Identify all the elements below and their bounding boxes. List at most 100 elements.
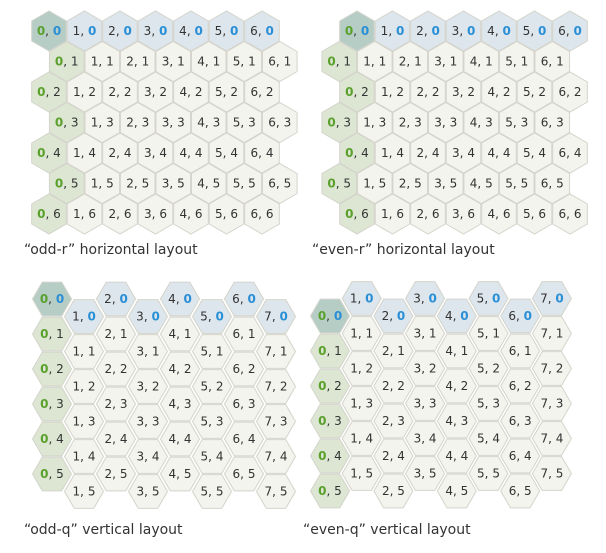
hex-coord-label: 6, 1: [541, 55, 564, 69]
hex-cell: 1, 1: [341, 316, 382, 351]
hex-cell-shape: [373, 438, 414, 474]
hex-coord-label: 4, 1: [197, 55, 220, 69]
hex-cell: 5, 1: [498, 40, 535, 83]
hex-cell: 4, 4: [159, 421, 201, 457]
hex-cell-shape: [102, 71, 138, 113]
hex-cell: 3, 2: [137, 71, 174, 113]
hex-cell: 2, 3: [95, 386, 137, 422]
hex-cell: 1, 4: [66, 132, 103, 174]
hex-coord-label: 7, 3: [265, 415, 288, 429]
hex-coord-label: 2, 4: [109, 146, 132, 160]
hex-coord-label: 3, 2: [452, 85, 475, 99]
hex-coord-label: 4, 3: [470, 116, 493, 130]
hex-cell: 0, 2: [31, 351, 73, 387]
hex-cell-shape: [552, 193, 588, 235]
hex-cell-shape: [223, 351, 265, 387]
hex-cell: 4, 5: [190, 162, 227, 205]
hex-coord-label: 1, 0: [73, 24, 97, 38]
hex-cell: 6, 2: [552, 71, 588, 113]
hex-cell-shape: [190, 101, 227, 144]
hex-coord-label: 1, 1: [350, 327, 373, 341]
hex-cell-shape: [137, 10, 174, 52]
hex-cell-shape: [410, 10, 446, 52]
hex-coord-label: 1, 4: [381, 146, 404, 160]
hex-cell-shape: [498, 40, 535, 83]
hex-cell-shape: [481, 193, 517, 235]
hex-coord-label: 4, 5: [197, 177, 220, 191]
hex-cell: 6, 4: [552, 132, 588, 174]
hex-cell: 0, 3: [48, 101, 85, 144]
hex-cell-shape: [127, 334, 169, 369]
hex-coord-label: 2, 2: [382, 379, 405, 393]
hex-cell-shape: [31, 281, 73, 317]
hex-coord-label: 4, 4: [488, 146, 511, 160]
hex-cell: 0, 2: [31, 71, 67, 113]
hex-cell-shape: [63, 299, 105, 334]
hex-coord-label: 2, 4: [417, 146, 440, 160]
hex-coord-label: 2, 1: [382, 344, 405, 358]
hex-coord-label: 1, 2: [350, 362, 373, 376]
hex-cell-shape: [427, 101, 464, 144]
hex-coord-label: 4, 3: [445, 414, 468, 428]
hex-coord-label: 3, 1: [434, 55, 457, 69]
hex-cell-shape: [405, 281, 446, 316]
hex-cell: 1, 4: [374, 132, 411, 174]
hex-cell: 6, 2: [500, 368, 541, 404]
hex-coord-label: 0, 6: [37, 207, 61, 221]
hex-cell: 6, 4: [223, 421, 265, 457]
hex-cell: 5, 6: [208, 193, 245, 235]
hex-coord-label: 1, 4: [73, 450, 96, 464]
hex-cell-shape: [534, 101, 571, 144]
hex-cell: 0, 5: [31, 456, 73, 492]
hex-cell-shape: [405, 456, 446, 491]
hex-coord-label: 6, 4: [509, 449, 532, 463]
hex-cell: 5, 0: [191, 299, 233, 334]
hex-coord-label: 1, 5: [350, 467, 373, 481]
hex-cell-shape: [339, 132, 375, 174]
hex-cell: 4, 0: [436, 298, 477, 334]
hex-cell-shape: [261, 101, 298, 144]
hex-coord-label: 2, 5: [105, 467, 128, 481]
hex-cell-shape: [339, 10, 375, 52]
hex-coord-label: 2, 0: [382, 309, 406, 323]
hex-cell: 5, 2: [516, 71, 553, 113]
hex-coord-label: 1, 6: [381, 207, 404, 221]
hex-cell: 5, 3: [468, 386, 509, 421]
hex-cell: 2, 3: [373, 403, 414, 439]
hex-coord-label: 6, 5: [268, 177, 291, 191]
hex-cell: 3, 2: [445, 71, 482, 113]
hex-cell: 1, 0: [63, 299, 105, 334]
hex-cell: 5, 2: [208, 71, 245, 113]
hex-cell: 0, 6: [31, 193, 67, 235]
hex-cell-shape: [531, 386, 572, 421]
hex-cell: 2, 2: [373, 368, 414, 404]
hex-coord-label: 0, 0: [345, 24, 369, 38]
hex-coord-label: 3, 0: [144, 24, 168, 38]
hex-cell: 2, 1: [119, 40, 156, 83]
hex-cell-shape: [155, 101, 192, 144]
hex-coord-label: 5, 5: [233, 177, 256, 191]
hex-coord-label: 1, 4: [73, 146, 96, 160]
hex-cell-shape: [468, 421, 509, 456]
hex-coord-label: 3, 1: [414, 327, 437, 341]
hex-coord-label: 1, 3: [73, 415, 96, 429]
hex-cell-shape: [66, 10, 103, 52]
hex-cell-shape: [427, 162, 464, 205]
hex-cell-shape: [341, 456, 382, 491]
hex-cell-shape: [190, 40, 227, 83]
hex-cell-shape: [66, 132, 103, 174]
hex-cell-shape: [31, 386, 73, 422]
hex-cell-shape: [208, 71, 245, 113]
hex-coord-label: 4, 6: [488, 207, 511, 221]
hex-cell-shape: [500, 298, 541, 334]
hex-coord-label: 6, 2: [509, 379, 532, 393]
hex-cell: 0, 4: [339, 132, 375, 174]
hex-cell: 4, 2: [481, 71, 517, 113]
hex-cell: 6, 2: [223, 351, 265, 387]
hex-cell: 3, 4: [137, 132, 174, 174]
hex-cell-shape: [552, 71, 588, 113]
hex-coord-label: 3, 4: [144, 146, 167, 160]
hex-cell-shape: [309, 403, 351, 439]
hex-coord-label: 4, 5: [470, 177, 493, 191]
hex-cell: 1, 3: [341, 386, 382, 421]
